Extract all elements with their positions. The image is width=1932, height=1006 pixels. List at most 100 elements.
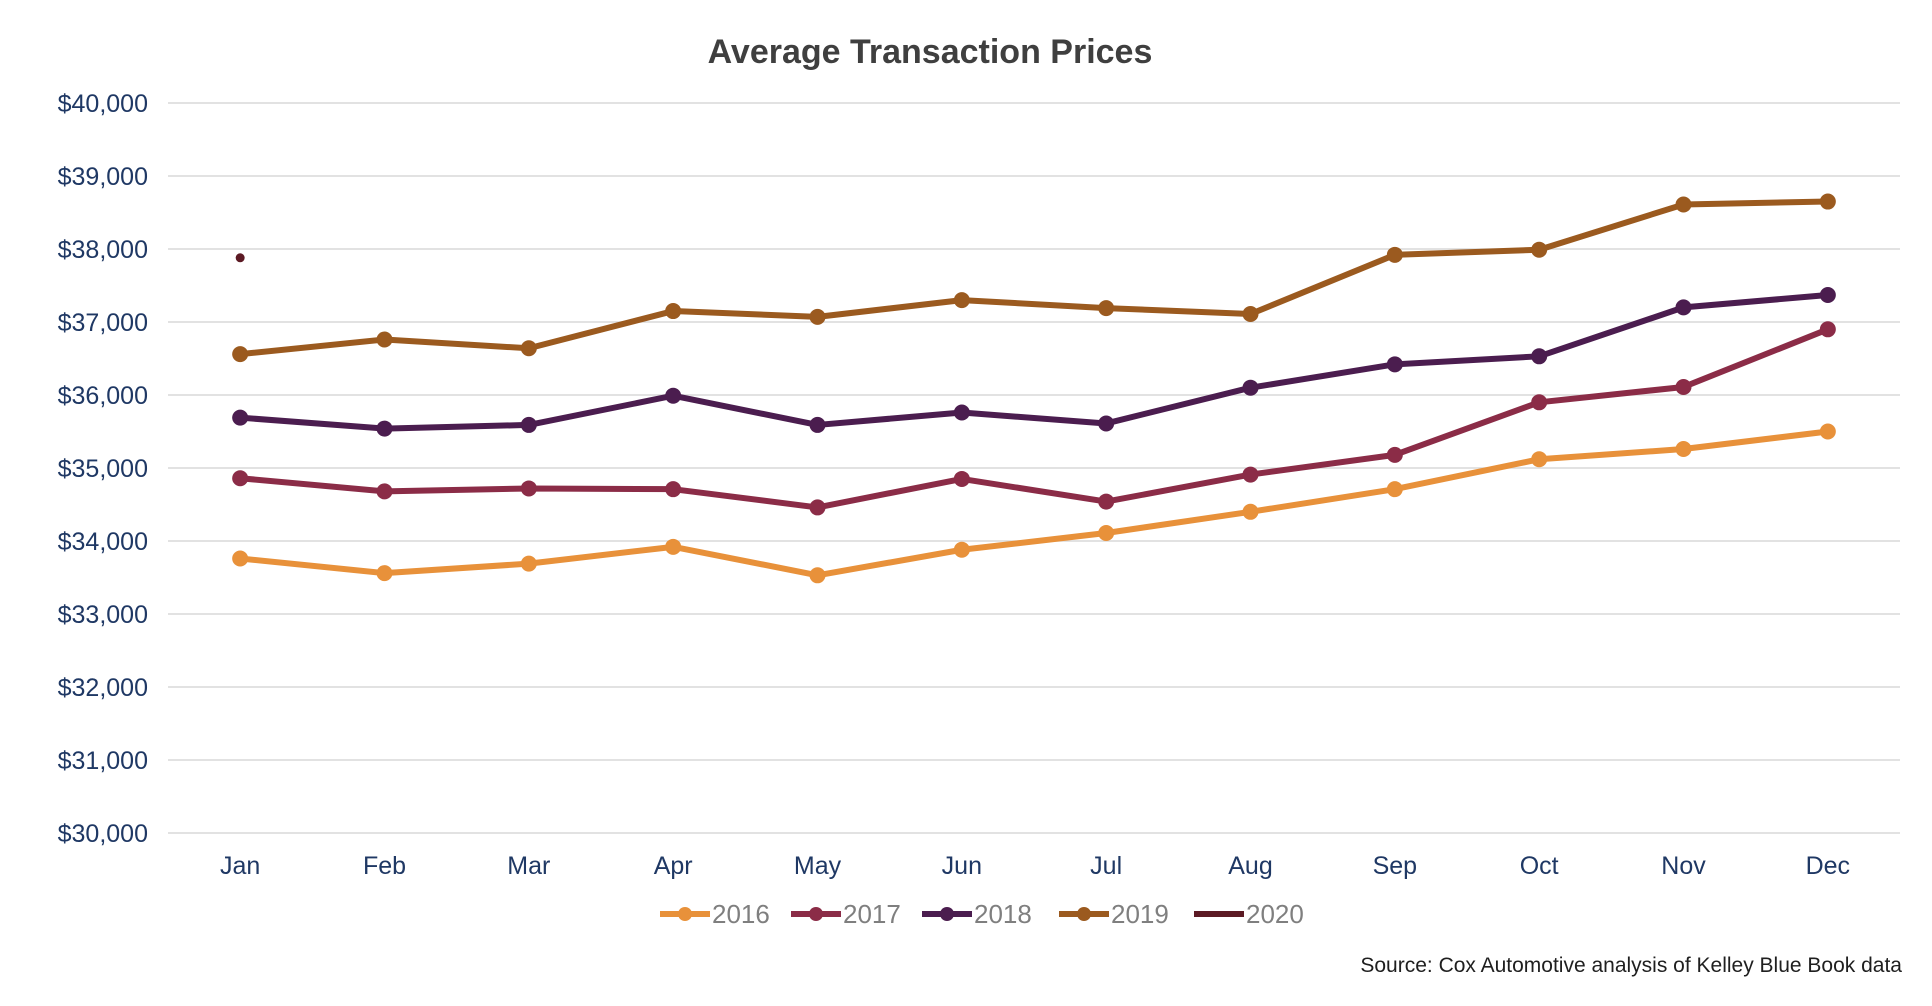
y-tick-label: $31,000 [58, 747, 148, 775]
data-point-2019 [1386, 246, 1403, 263]
series-line-2019 [237, 198, 1831, 358]
source-note: Source: Cox Automotive analysis of Kelle… [1360, 954, 1902, 977]
y-tick-label: $35,000 [58, 455, 148, 483]
y-axis-ticks: $30,000 $31,000 $32,000 $33,000 $34,000 $35,0… [58, 90, 148, 848]
x-axis-ticks: Jan Feb Mar Apr May Jun Jul Aug Sep Oct Nov Dec [220, 852, 1850, 880]
data-point-2016 [1675, 441, 1692, 458]
data-point-2016 [1531, 451, 1548, 468]
series-line-2016 [237, 428, 1831, 579]
y-tick-label: $36,000 [58, 382, 148, 410]
data-point-2017 [1098, 493, 1115, 510]
data-point-2017 [665, 481, 682, 498]
x-tick-label: Mar [507, 852, 550, 880]
data-point-2016 [1819, 423, 1836, 440]
data-point-2016 [520, 555, 537, 572]
series-2020 [235, 253, 245, 263]
data-point-2018 [953, 404, 970, 421]
legend-item-2018: 2018 [922, 899, 1032, 929]
legend-label: 2018 [974, 899, 1032, 929]
x-tick-label: May [794, 852, 842, 880]
x-tick-label: Aug [1228, 852, 1272, 880]
data-point-2016 [809, 567, 826, 584]
data-point-2018 [1531, 348, 1548, 365]
y-tick-label: $39,000 [58, 163, 148, 191]
data-point-2017 [520, 480, 537, 497]
legend-swatch-marker [678, 907, 692, 921]
data-point-2017 [232, 470, 249, 487]
data-point-2019 [1242, 305, 1259, 322]
data-point-2019 [1098, 300, 1115, 317]
data-point-2017 [953, 470, 970, 487]
data-point-2019 [1675, 196, 1692, 213]
legend-item-2019: 2019 [1059, 899, 1169, 929]
data-point-2019 [232, 346, 249, 363]
y-tick-label: $37,000 [58, 309, 148, 337]
legend-item-2017: 2017 [791, 899, 901, 929]
x-tick-label: Jan [220, 852, 260, 880]
series-line-2017 [237, 326, 1831, 511]
series-2016 [232, 423, 1836, 584]
data-point-2017 [1386, 446, 1403, 463]
data-point-2016 [1242, 503, 1259, 520]
data-point-2016 [232, 550, 249, 567]
x-tick-label: Oct [1520, 852, 1559, 880]
y-tick-label: $33,000 [58, 601, 148, 629]
series-line-2018 [237, 291, 1831, 432]
data-point-2019 [1819, 193, 1836, 210]
legend-label: 2020 [1246, 899, 1304, 929]
legend: 2016 2017 2018 2019 2020 [660, 899, 1304, 929]
series-2018 [232, 286, 1836, 437]
legend-label: 2019 [1111, 899, 1169, 929]
data-point-2017 [376, 483, 393, 500]
y-tick-label: $34,000 [58, 528, 148, 556]
data-point-2016 [665, 538, 682, 555]
data-point-2018 [1386, 356, 1403, 373]
x-tick-label: Dec [1806, 852, 1850, 880]
data-point-2018 [1098, 415, 1115, 432]
data-point-2016 [376, 565, 393, 582]
series-2017 [232, 321, 1836, 516]
x-tick-label: Sep [1373, 852, 1417, 880]
data-point-2018 [665, 387, 682, 404]
x-tick-label: Nov [1661, 852, 1706, 880]
chart-title: Average Transaction Prices [708, 33, 1153, 71]
data-point-2018 [809, 416, 826, 433]
data-point-2018 [1675, 299, 1692, 316]
data-point-2016 [953, 541, 970, 558]
y-tick-label: $40,000 [58, 90, 148, 118]
series-2019 [232, 193, 1836, 363]
legend-label: 2016 [712, 899, 770, 929]
data-point-2018 [1242, 379, 1259, 396]
data-point-2017 [1819, 321, 1836, 338]
legend-item-2016: 2016 [660, 899, 770, 929]
x-tick-label: Jul [1090, 852, 1122, 880]
data-point-2016 [1386, 481, 1403, 498]
legend-swatch-marker [940, 907, 954, 921]
data-point-2017 [1242, 466, 1259, 483]
data-point-2017 [809, 499, 826, 516]
data-point-2019 [665, 303, 682, 320]
x-tick-label: Jun [942, 852, 982, 880]
data-point-2019 [520, 340, 537, 357]
data-point-2019 [376, 331, 393, 348]
data-point-2020 [235, 253, 245, 263]
legend-swatch-marker [1077, 907, 1091, 921]
legend-item-2020: 2020 [1194, 899, 1304, 929]
data-point-2019 [1531, 241, 1548, 258]
data-point-2018 [376, 420, 393, 437]
x-tick-label: Feb [363, 852, 406, 880]
legend-label: 2017 [843, 899, 901, 929]
y-tick-label: $38,000 [58, 236, 148, 264]
x-tick-label: Apr [654, 852, 693, 880]
data-point-2018 [520, 416, 537, 433]
gridlines [168, 102, 1900, 834]
series-lines [232, 193, 1836, 584]
data-point-2019 [809, 308, 826, 325]
legend-swatch-marker [809, 907, 823, 921]
data-point-2016 [1098, 524, 1115, 541]
data-point-2018 [232, 409, 249, 426]
data-point-2019 [953, 292, 970, 309]
data-point-2018 [1819, 286, 1836, 303]
